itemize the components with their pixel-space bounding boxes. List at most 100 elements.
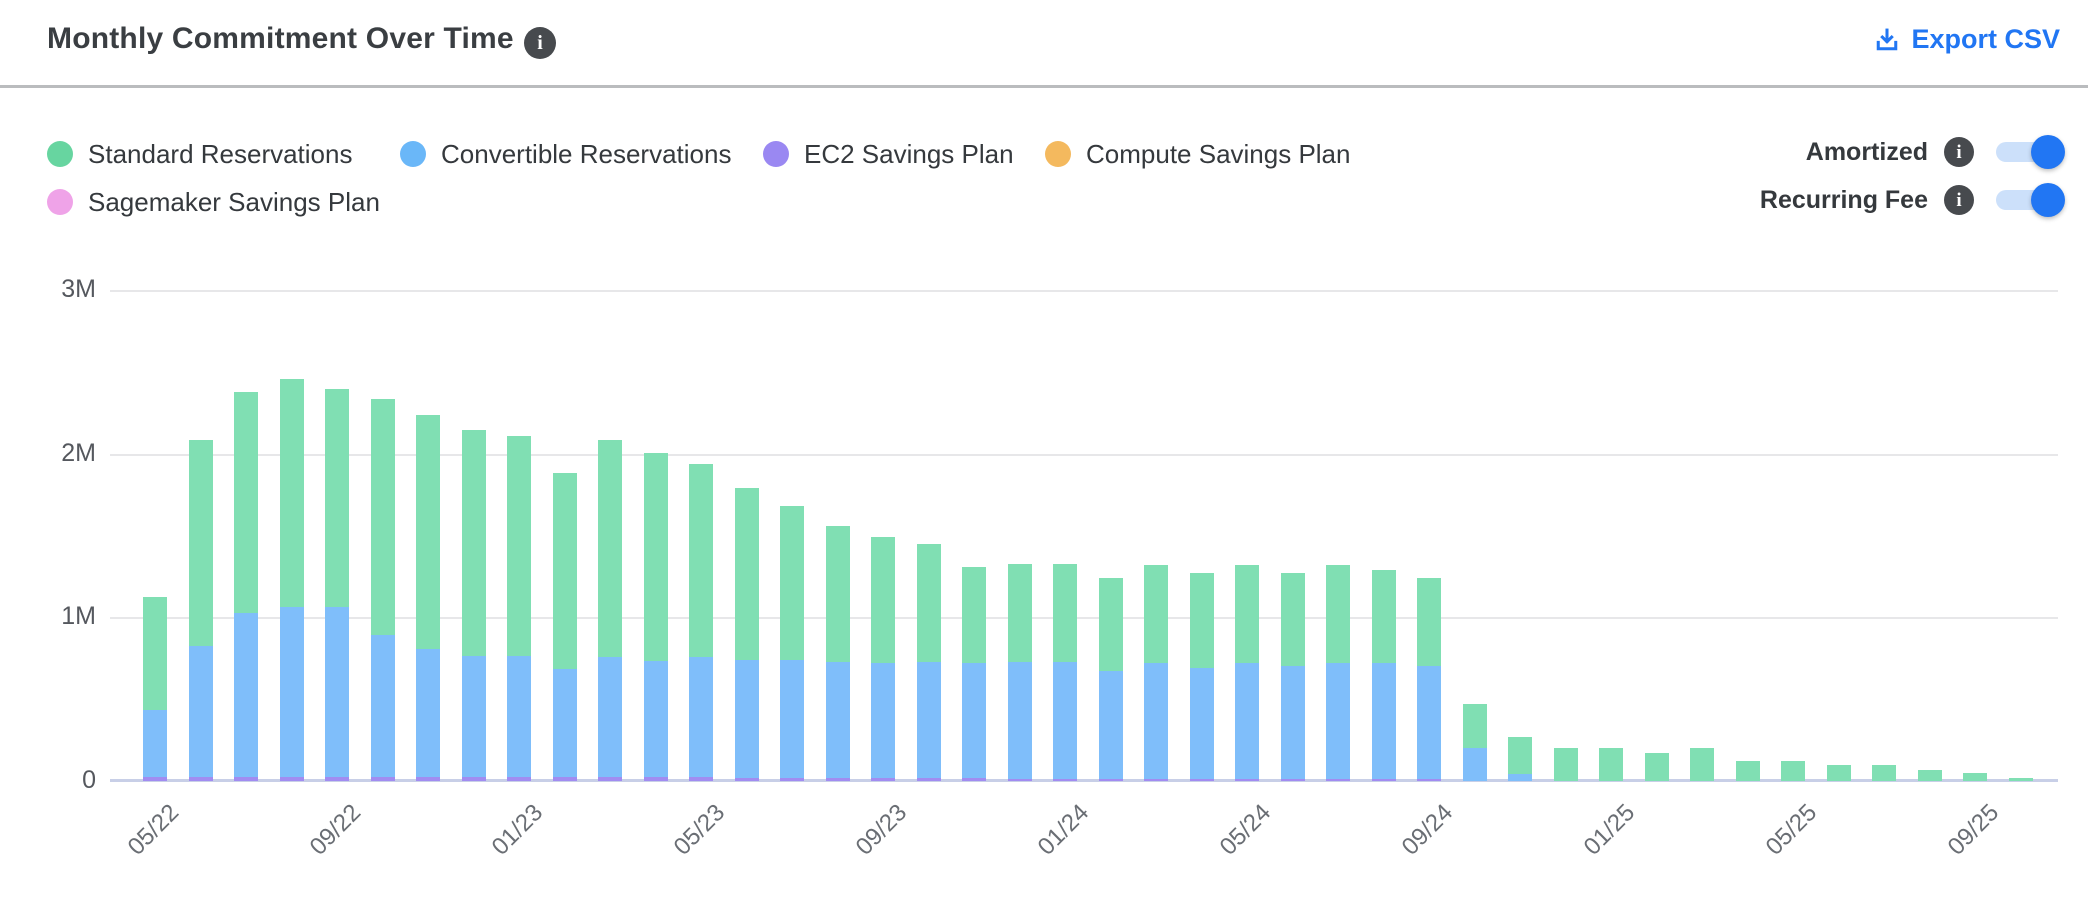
- bar-02-25[interactable]: [1644, 290, 1669, 781]
- info-icon[interactable]: i: [1944, 185, 1974, 215]
- bar-02-23[interactable]: [552, 290, 577, 781]
- x-tick-label-05-22: 05/22: [122, 799, 185, 861]
- legend-label: Convertible Reservations: [441, 138, 732, 169]
- bar-segment-standard-reservations: [234, 392, 258, 614]
- bar-segment-standard-reservations: [780, 506, 804, 660]
- amortized-toggle[interactable]: [1996, 135, 2065, 169]
- bar-segment-ec2-savings-plan: [780, 777, 804, 781]
- bar-06-23[interactable]: [734, 290, 759, 781]
- bar-segment-convertible-reservations: [188, 646, 213, 777]
- info-icon[interactable]: i: [1944, 137, 1974, 167]
- bar-segment-ec2-savings-plan: [962, 777, 986, 781]
- bar-segment-convertible-reservations: [689, 657, 713, 777]
- bar-12-22[interactable]: [461, 290, 486, 781]
- bar-segment-convertible-reservations: [598, 657, 622, 777]
- bar-12-23[interactable]: [1007, 290, 1032, 781]
- x-tick-label-01-23: 01/23: [486, 799, 549, 861]
- bar-segment-ec2-savings-plan: [279, 776, 304, 781]
- bar-06-22[interactable]: [188, 290, 213, 781]
- bar-07-23[interactable]: [780, 290, 804, 781]
- bar-10-25[interactable]: [2008, 290, 2033, 781]
- gridline-1m: [110, 617, 2058, 620]
- y-axis-labels: 0 1M 2M 3M: [0, 0, 96, 922]
- title-info-icon[interactable]: i: [524, 27, 556, 59]
- x-tick-label-05-24: 05/24: [1214, 799, 1277, 861]
- bar-06-24[interactable]: [1280, 290, 1305, 781]
- bar-05-22[interactable]: [143, 290, 167, 781]
- bar-03-23[interactable]: [598, 290, 622, 781]
- bar-segment-convertible-reservations: [825, 661, 850, 778]
- bar-segment-standard-reservations: [1189, 573, 1214, 669]
- bar-02-24[interactable]: [1098, 290, 1123, 781]
- legend-item-standard-reservations[interactable]: Standard Reservations: [47, 137, 352, 171]
- bar-08-25[interactable]: [1917, 290, 1942, 781]
- bar-segment-ec2-savings-plan: [1235, 779, 1259, 781]
- bar-segment-ec2-savings-plan: [1098, 779, 1123, 781]
- legend-item-sagemaker-savings-plan[interactable]: Sagemaker Savings Plan: [47, 185, 380, 219]
- bar-04-24[interactable]: [1189, 290, 1214, 781]
- bar-05-25[interactable]: [1781, 290, 1805, 781]
- bar-12-24[interactable]: [1553, 290, 1578, 781]
- bar-segment-standard-reservations: [1599, 748, 1623, 781]
- bar-segment-standard-reservations: [507, 436, 531, 656]
- bar-03-25[interactable]: [1690, 290, 1714, 781]
- bar-04-23[interactable]: [643, 290, 668, 781]
- bar-07-22[interactable]: [234, 290, 258, 781]
- legend-item-compute-savings-plan[interactable]: Compute Savings Plan: [1045, 137, 1350, 171]
- bar-segment-convertible-reservations: [552, 668, 577, 777]
- bar-08-23[interactable]: [825, 290, 850, 781]
- legend-item-convertible-reservations[interactable]: Convertible Reservations: [400, 137, 731, 171]
- bar-segment-convertible-reservations: [416, 649, 440, 777]
- bar-08-22[interactable]: [279, 290, 304, 781]
- bar-09-25[interactable]: [1963, 290, 1987, 781]
- bar-10-24[interactable]: [1462, 290, 1487, 781]
- x-tick-label-09-22: 09/22: [304, 799, 367, 861]
- bar-segment-standard-reservations: [188, 439, 213, 646]
- bar-segment-standard-reservations: [1053, 564, 1077, 663]
- bar-01-24[interactable]: [1053, 290, 1077, 781]
- bar-segment-ec2-savings-plan: [1417, 779, 1441, 781]
- bar-segment-ec2-savings-plan: [461, 776, 486, 781]
- legend-dot: [400, 141, 426, 167]
- legend-dot: [1045, 141, 1071, 167]
- bar-segment-ec2-savings-plan: [143, 776, 167, 781]
- export-csv-button[interactable]: Export CSV: [1873, 24, 2060, 55]
- bar-segment-standard-reservations: [1826, 764, 1851, 781]
- bar-09-23[interactable]: [871, 290, 895, 781]
- bar-11-22[interactable]: [416, 290, 440, 781]
- bar-09-22[interactable]: [325, 290, 349, 781]
- recurring-fee-toggle[interactable]: [1996, 183, 2065, 217]
- bar-segment-standard-reservations: [962, 566, 986, 664]
- bar-segment-standard-reservations: [1735, 761, 1760, 781]
- bar-05-23[interactable]: [689, 290, 713, 781]
- bar-segment-standard-reservations: [871, 537, 895, 664]
- bar-segment-ec2-savings-plan: [234, 776, 258, 781]
- bar-08-24[interactable]: [1371, 290, 1396, 781]
- bar-09-24[interactable]: [1417, 290, 1441, 781]
- bar-04-25[interactable]: [1735, 290, 1760, 781]
- bar-11-24[interactable]: [1508, 290, 1532, 781]
- y-tick-label-1m: 1M: [61, 602, 96, 631]
- bar-10-22[interactable]: [370, 290, 395, 781]
- bar-segment-ec2-savings-plan: [825, 777, 850, 781]
- bar-01-23[interactable]: [507, 290, 531, 781]
- bar-segment-convertible-reservations: [643, 660, 668, 777]
- bar-segment-convertible-reservations: [871, 663, 895, 778]
- bar-segment-standard-reservations: [1007, 564, 1032, 663]
- bar-03-24[interactable]: [1144, 290, 1168, 781]
- bar-segment-standard-reservations: [598, 439, 622, 658]
- bar-segment-standard-reservations: [1462, 704, 1487, 749]
- bar-segment-standard-reservations: [1872, 764, 1896, 781]
- bar-07-25[interactable]: [1872, 290, 1896, 781]
- bar-segment-standard-reservations: [643, 452, 668, 661]
- bar-segment-convertible-reservations: [1144, 663, 1168, 780]
- gridline-2m: [110, 453, 2058, 456]
- bar-07-24[interactable]: [1326, 290, 1350, 781]
- bar-10-23[interactable]: [916, 290, 941, 781]
- header: Monthly Commitment Over Time i Export CS…: [0, 0, 2088, 85]
- legend-item-ec2-savings-plan[interactable]: EC2 Savings Plan: [763, 137, 1014, 171]
- bar-01-25[interactable]: [1599, 290, 1623, 781]
- bar-11-23[interactable]: [962, 290, 986, 781]
- bar-05-24[interactable]: [1235, 290, 1259, 781]
- bar-06-25[interactable]: [1826, 290, 1851, 781]
